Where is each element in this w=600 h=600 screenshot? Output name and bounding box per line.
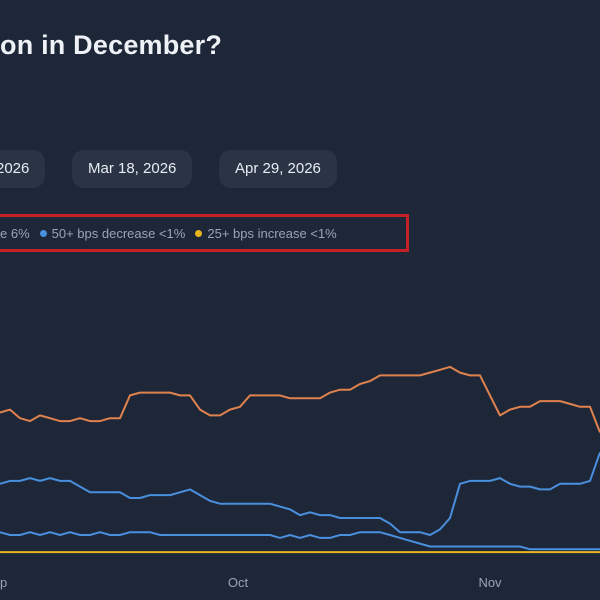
legend-highlight-box (0, 214, 409, 252)
legend-item-25-bps-increase[interactable]: 25+ bps increase <1% (195, 225, 337, 241)
legend-item-50-bps-decrease[interactable]: 50+ bps decrease <1% (39, 225, 186, 241)
x-tick-label: p (0, 575, 7, 590)
page-title: on in December? (0, 30, 223, 60)
date-tab-2[interactable]: Mar 18, 2026 (72, 150, 193, 188)
legend-label: 50+ bps decrease <1% (51, 225, 186, 241)
series-line-2 (0, 531, 600, 551)
x-axis-ticks: p Oct Nov (0, 575, 502, 590)
series-line-0 (0, 365, 600, 433)
x-tick-label: Oct (228, 575, 249, 590)
chart-legend: e 6% 50+ bps decrease <1% 25+ bps increa… (0, 224, 347, 242)
legend-label: 25+ bps increase <1% (207, 225, 337, 241)
legend-dot-icon (195, 229, 203, 237)
series-layer (0, 365, 600, 554)
legend-label: e 6% (0, 225, 30, 241)
date-tab-3[interactable]: Apr 29, 2026 (219, 150, 337, 188)
legend-dot-icon (39, 229, 47, 237)
x-tick-label: Nov (478, 575, 502, 590)
date-tab-1[interactable]: 2026 (0, 150, 46, 188)
series-line-1 (0, 452, 600, 536)
legend-item-cut[interactable]: e 6% (0, 226, 30, 241)
